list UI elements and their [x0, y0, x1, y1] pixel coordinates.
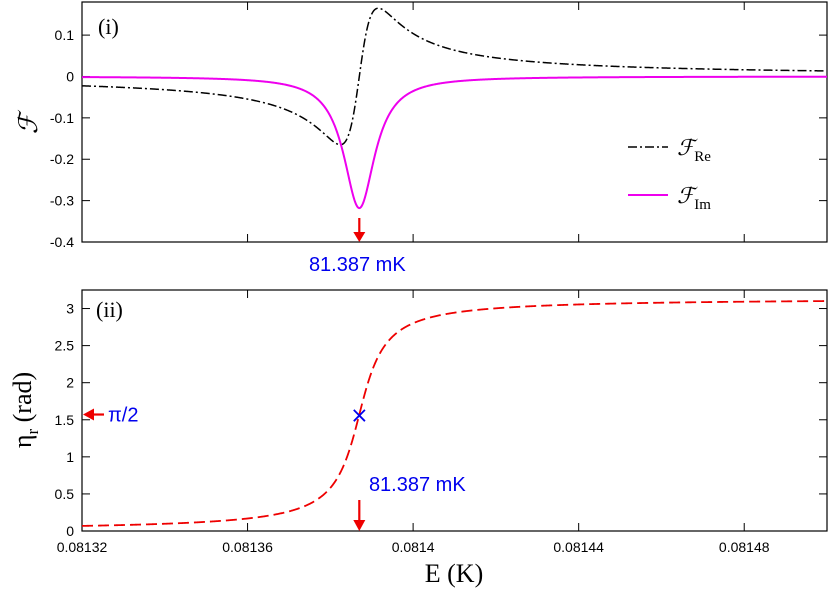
series-f-im-line: [82, 75, 827, 210]
y-tick-label: 0.1: [55, 27, 75, 43]
y-tick-label: -0.2: [50, 151, 74, 167]
y-tick-label: 1.5: [55, 412, 75, 428]
x-tick-label: 0.08144: [553, 539, 604, 555]
annotation-arrow-head: [353, 520, 366, 531]
y-tick-label: 2.5: [55, 338, 75, 354]
series-f-re-line: [81, 7, 827, 146]
pi-half-arrow-head: [83, 408, 94, 421]
pi-half-indicator: π/2: [83, 405, 138, 427]
panel-i-ylabel: ℱ: [14, 109, 43, 134]
panel-i-frame: [81, 1, 828, 243]
legend-im-label: ℱIm: [677, 183, 711, 213]
panel-ii-frame: [81, 289, 828, 532]
panel-i-label: (i): [98, 14, 119, 39]
annotation-arrow-head: [353, 232, 366, 242]
legend-re-label: ℱRe: [677, 135, 711, 165]
x-tick-label: 0.08136: [222, 539, 273, 555]
x-tick-label: 0.08132: [57, 539, 108, 555]
legend: ℱRe ℱIm: [628, 135, 711, 213]
y-tick-label: 1: [66, 449, 74, 465]
y-tick-label: 0.5: [55, 486, 75, 502]
x-axis-title: E (K): [425, 559, 483, 588]
x-tick-label: 0.0814: [392, 539, 435, 555]
annotation-label: 81.387 mK: [369, 474, 466, 496]
panel-ii-ticks: 0 0.5 1 1.5 2 2.5 3 0.08132 0.08136 0.0814 0.08144…: [55, 290, 827, 555]
panel-ii-label: (ii): [96, 297, 123, 322]
y-tick-label: -0.1: [50, 110, 74, 126]
panel-ii-annotation: 81.387 mK: [353, 474, 466, 531]
panel-i-annotation: 81.387 mK: [309, 218, 406, 276]
y-tick-label: -0.4: [50, 234, 74, 250]
panel-ii-ylabel: ηr (rad): [8, 372, 42, 448]
panel-ii: 0 0.5 1 1.5 2 2.5 3 0.08132 0.08136 0.0814 0.08144…: [8, 289, 828, 588]
y-tick-label: 0: [66, 523, 74, 539]
annotation-label: 81.387 mK: [309, 254, 406, 276]
panel-i-ticks: 0.1 0 -0.1 -0.2 -0.3 -0.4: [50, 2, 827, 250]
y-tick-label: -0.3: [50, 193, 74, 209]
y-tick-label: 0: [66, 68, 74, 84]
pi-half-label: π/2: [108, 405, 138, 427]
resonance-marker: ×: [350, 404, 368, 429]
y-tick-label: 3: [66, 301, 74, 317]
x-tick-label: 0.08148: [719, 539, 770, 555]
panel-i: 0.1 0 -0.1 -0.2 -0.3 -0.4 (i) ℱ ℱRe ℱIm 81.38…: [14, 1, 828, 276]
series-eta-line: [81, 300, 827, 527]
y-tick-label: 2: [66, 375, 74, 391]
